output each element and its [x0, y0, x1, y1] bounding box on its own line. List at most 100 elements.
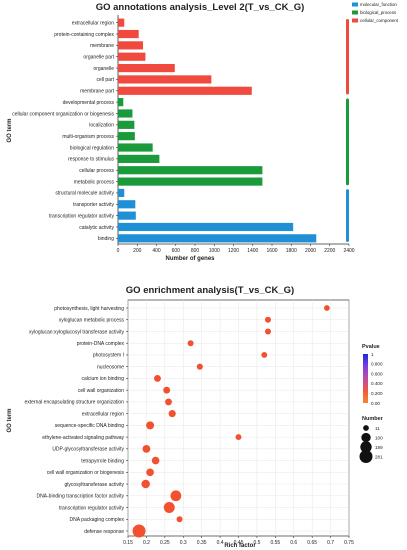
bar-category-label: organelle: [93, 66, 114, 72]
bar-x-tick-label: 400: [152, 248, 161, 254]
number-legend-dot-189: [360, 441, 372, 453]
bubble-x-tick-label: 0.6: [290, 540, 297, 546]
number-legend-label: 281: [375, 454, 383, 459]
bubble-x-tick-label: 0.5: [253, 540, 260, 546]
bubble-x-tick-label: 0.65: [307, 540, 317, 546]
bubble-calcium-ion-binding: [153, 374, 161, 382]
bubble-cell-wall-organization-or-biogenesis: [146, 468, 154, 477]
bar-category-label: biological regulation: [70, 145, 114, 151]
bubble-x-axis-label: Rich factor: [224, 543, 256, 549]
bar-cellular-component-organization-or-biogenesis: [118, 109, 133, 118]
bubble-term-label: protein-DNA complex: [77, 341, 125, 347]
bubble-x-tick-label: 0.35: [197, 540, 207, 546]
bar-membrane-part: [118, 86, 252, 95]
bubble-extracellular-region: [168, 410, 176, 418]
bar-biological-regulation: [118, 143, 153, 152]
bubble-x-tick-label: 0.55: [270, 540, 280, 546]
bar-category-label: multi-organism process: [62, 134, 114, 140]
pvalue-tick-label: 1: [371, 352, 374, 357]
bubble-term-label: sequence-specific DNA binding: [55, 423, 124, 429]
bar-category-label: cell part: [96, 77, 114, 83]
bubble-term-label: UDP-glycosyltransferase activity: [52, 447, 124, 453]
bubble-cell-wall-organization: [163, 386, 171, 394]
bar-transcription-regulator-activity: [118, 211, 136, 220]
bar-organelle: [118, 63, 175, 73]
number-legend-label: 11: [375, 426, 380, 431]
bubble-external-encapsulating-structure-organization: [165, 398, 172, 406]
bar-category-label: catalytic activity: [79, 225, 114, 231]
bubble-x-tick-label: 0.7: [327, 540, 334, 546]
bubble-photosystem-i: [261, 352, 268, 358]
bubble-tetrapyrrole-binding: [151, 456, 160, 465]
bar-category-label: protein-containing complex: [54, 32, 114, 38]
bubble-photosynthesis-light-harvesting: [324, 305, 330, 311]
bubble-nucleosome: [196, 363, 203, 370]
bar-x-tick-label: 1600: [266, 248, 277, 254]
bubble-x-tick-label: 0.2: [143, 540, 150, 546]
bar-x-tick-label: 1000: [209, 248, 220, 254]
bar-category-label: extracellular region: [72, 20, 114, 26]
bar-transporter-activity: [118, 200, 136, 209]
bubble-term-label: photosynthesis, light harvesting: [54, 306, 124, 312]
bar-binding: [118, 234, 317, 243]
bubble-defense-response: [132, 524, 146, 538]
bar-x-tick-label: 1400: [247, 248, 258, 254]
bubble-term-label: defense response: [84, 529, 124, 535]
bar-category-label: cellular process: [79, 168, 114, 174]
bar-localization: [118, 120, 135, 129]
bar-category-label: binding: [98, 236, 114, 242]
bubble-term-label: tetrapyrrole binding: [81, 458, 124, 464]
number-legend-dot-11: [363, 425, 369, 431]
bubble-term-label: ethylene-activated signaling pathway: [42, 435, 124, 441]
legend-swatch-molecular-function: [352, 2, 358, 7]
bar-structural-molecule-activity: [118, 188, 125, 198]
bar-extracellular-region: [118, 18, 125, 27]
bar-response-to-stimulus: [118, 154, 160, 163]
bar-y-axis-label: GO term: [7, 118, 13, 142]
legend-label: biological_process: [360, 10, 397, 15]
pvalue-tick-label: 0.200: [371, 391, 383, 396]
bar-x-tick-label: 2000: [305, 248, 316, 254]
bubble-x-tick-label: 0.15: [123, 540, 133, 546]
bubble-term-label: extracellular region: [82, 411, 124, 417]
bubble-term-label: cell wall organization or biogenesis: [47, 470, 125, 476]
bar-x-tick-label: 1800: [286, 248, 297, 254]
bar-category-label: transporter activity: [73, 202, 114, 208]
number-legend-label: 189: [375, 445, 383, 450]
bar-category-label: cellular component organization or bioge…: [12, 111, 114, 117]
bubble-x-tick-label: 0.4: [217, 540, 224, 546]
bar-chart-title: GO annotations analysis_Level 2(T_vs_CK_…: [96, 2, 305, 13]
bar-organelle-part: [118, 52, 146, 61]
bubble-term-label: external encapsulating structure organiz…: [24, 400, 124, 406]
bubble-term-label: xyloglucan:xyloglucosyl transferase acti…: [29, 329, 125, 335]
bubble-x-tick-label: 0.25: [160, 540, 170, 546]
pvalue-color-bar: [363, 354, 368, 403]
bar-category-label: developmental process: [63, 100, 115, 106]
bar-category-label: response to stimulus: [68, 157, 114, 163]
bar-membrane: [118, 41, 144, 50]
legend-swatch-biological-process: [352, 10, 358, 15]
bar-cell-part: [118, 75, 212, 84]
bar-x-tick-label: 0: [117, 248, 120, 254]
bar-x-tick-label: 800: [191, 248, 200, 254]
group-bracket-biological-process: [346, 98, 349, 186]
bar-metabolic-process: [118, 177, 263, 186]
bubble-term-label: nucleosome: [97, 364, 124, 370]
group-bracket-molecular-function: [346, 189, 349, 242]
bar-x-tick-label: 600: [172, 248, 181, 254]
bar-category-label: membrane: [90, 43, 114, 49]
bar-category-label: metabolic process: [74, 179, 115, 185]
bar-category-label: membrane part: [80, 89, 115, 95]
bar-cellular-process: [118, 166, 263, 175]
bar-x-tick-label: 200: [133, 248, 142, 254]
bubble-ethylene-activated-signaling-pathway: [235, 434, 242, 441]
pvalue-tick-label: 0.800: [371, 362, 383, 367]
bubble-term-label: glycosyltransferase activity: [65, 482, 125, 488]
bubble-sequence-specific-dna-binding: [146, 421, 155, 430]
group-bracket-cellular-component: [346, 19, 349, 95]
bubble-chart-title: GO enrichment analysis(T_vs_CK_G): [126, 285, 294, 296]
pvalue-legend-title: Pvalue: [362, 344, 380, 350]
bubble-x-tick-label: 0.3: [180, 540, 187, 546]
bubble-term-label: transcription regulator activity: [59, 505, 125, 511]
